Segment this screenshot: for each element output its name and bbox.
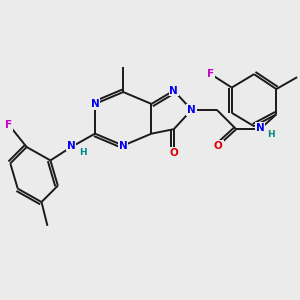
Text: O: O (169, 148, 178, 158)
Text: F: F (207, 69, 214, 79)
Text: N: N (67, 140, 76, 151)
Text: F: F (5, 120, 12, 130)
Text: O: O (214, 140, 223, 151)
Text: H: H (79, 148, 86, 157)
Text: N: N (187, 105, 196, 115)
Text: N: N (91, 99, 99, 109)
Text: N: N (169, 85, 178, 96)
Text: H: H (268, 130, 275, 139)
Text: N: N (256, 123, 264, 133)
Text: N: N (119, 140, 128, 151)
